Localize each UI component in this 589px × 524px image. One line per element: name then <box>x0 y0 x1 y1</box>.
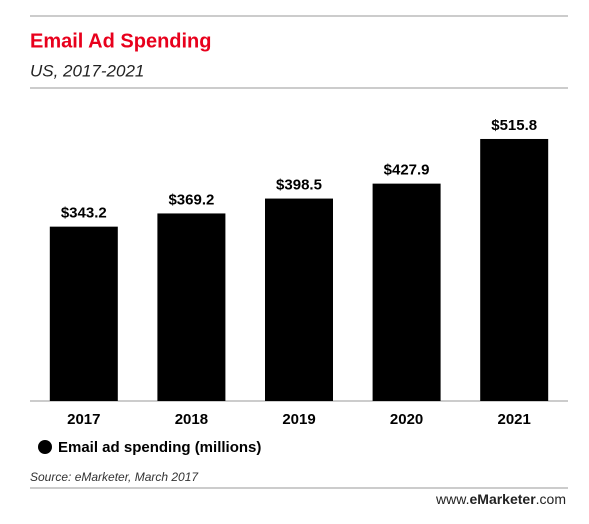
bar <box>480 138 549 401</box>
bar <box>157 213 226 401</box>
source: Source: eMarketer, March 2017 <box>30 470 199 484</box>
x-tick-label: 2019 <box>282 411 315 428</box>
legend-label: Email ad spending (millions) <box>58 439 261 456</box>
value-label: $369.2 <box>168 191 214 208</box>
value-label: $398.5 <box>276 177 322 194</box>
footer: www.eMarketer.com <box>435 491 566 507</box>
bar <box>372 183 441 401</box>
footer-prefix: www. <box>435 491 469 507</box>
footer-suffix: .com <box>536 491 566 507</box>
chart-subtitle: US, 2017-2021 <box>30 61 144 80</box>
legend-marker <box>38 440 52 454</box>
x-tick-label: 2021 <box>498 411 531 428</box>
bar <box>265 198 333 401</box>
x-tick-label: 2017 <box>67 411 100 428</box>
bar <box>49 226 118 401</box>
value-label: $515.8 <box>491 117 537 134</box>
value-label: $427.9 <box>384 162 430 179</box>
x-tick-label: 2020 <box>390 411 423 428</box>
value-label: $343.2 <box>61 205 107 222</box>
footer-brand: eMarketer <box>470 491 537 507</box>
chart-title: Email Ad Spending <box>30 30 212 52</box>
x-tick-label: 2018 <box>175 411 208 428</box>
